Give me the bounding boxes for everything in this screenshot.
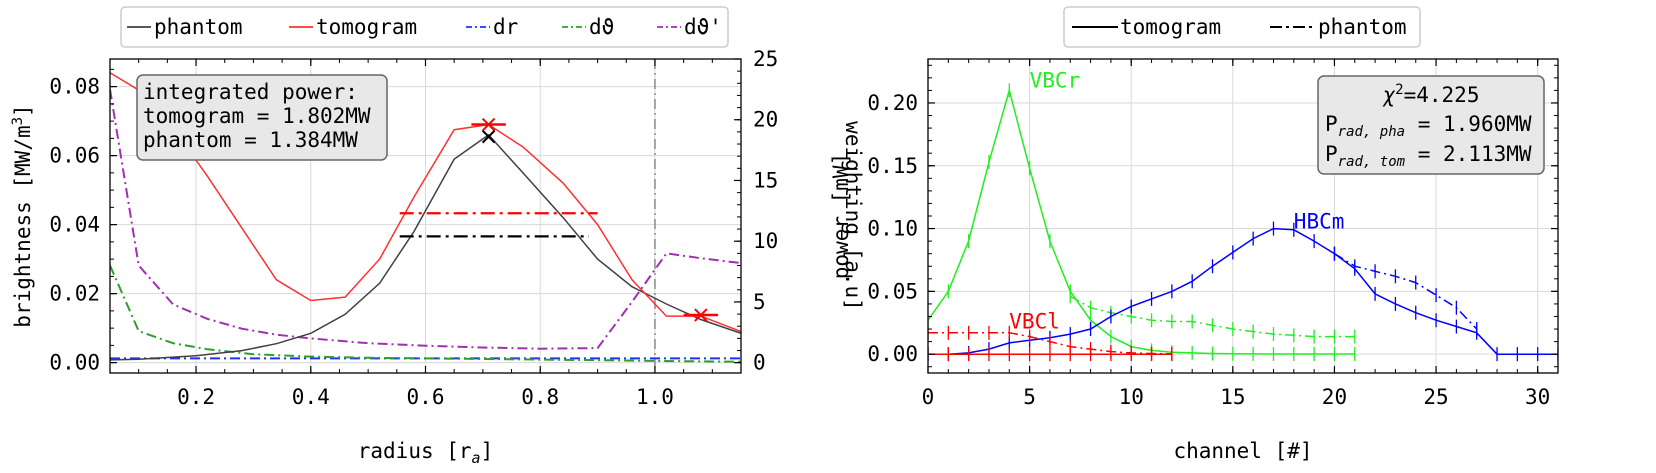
stats-box-bg	[1317, 75, 1545, 175]
power-pha-symbol: P	[1325, 112, 1338, 136]
series-line-hbcm-tomogram	[928, 227, 1558, 355]
series-line-d	[110, 265, 741, 363]
left-legend-frame	[120, 6, 729, 48]
y-left-tick-label: 0.06	[49, 144, 100, 168]
integrated-power-line: phantom = 1.384MW	[143, 128, 358, 152]
x-tick-label: 25	[1423, 385, 1448, 409]
camera-label-vbcr: VBCr	[1030, 68, 1081, 92]
x-tick-label: 15	[1220, 385, 1245, 409]
left-legend: phantom tomogram dr dϑ dϑ'	[120, 6, 729, 48]
series-line-hbcm-phantom	[1334, 253, 1478, 330]
x-tick-label: 5	[1023, 385, 1036, 409]
y-left-tick-label: 0.04	[49, 213, 100, 237]
x-axis-label-main: radius [r	[358, 439, 472, 463]
y-left-tick-label: 0.00	[49, 351, 100, 375]
integrated-power-line: integrated power:	[143, 80, 358, 104]
x-tick-label: 30	[1525, 385, 1550, 409]
y-tick-label: 0.05	[867, 279, 918, 303]
y-left-axis-label: brightness [MW/m3]	[10, 104, 35, 327]
power-pha-text: Prad, pha = 1.960MW	[1325, 112, 1532, 140]
series-line-tomogram	[110, 72, 741, 333]
right-plot-area	[928, 83, 1558, 362]
peak-marker-1	[481, 129, 496, 144]
power-tom-value: = 2.113MW	[1405, 142, 1532, 166]
y-tick-label: 0.10	[867, 217, 918, 241]
power-tom-sub: rad, tom	[1338, 154, 1406, 170]
y-right-axis-label: weighting [a.u]	[841, 121, 865, 311]
x-axis-label: radius [ra]	[358, 439, 493, 467]
chi-square-text: χ2=4.225	[1383, 82, 1480, 107]
integrated-power-line: tomogram = 1.802MW	[143, 104, 371, 128]
y-left-tick-label: 0.08	[49, 75, 100, 99]
y-left-axis-label-sup: 3	[10, 117, 26, 125]
right-legend: tomogram phantom	[1063, 6, 1421, 48]
left-plot-area	[110, 59, 741, 373]
y-right-tick-label: 0	[753, 351, 766, 375]
x-tick-label: 0.2	[177, 385, 215, 409]
x-tick-label: 1.0	[636, 385, 674, 409]
legend-label-tomogram: tomogram	[1120, 15, 1221, 39]
y-right-tick-label: 15	[753, 168, 778, 192]
legend-label-dthetaprime: dϑ'	[684, 15, 722, 39]
x-tick-label: 0.8	[521, 385, 559, 409]
series-line-dprime	[110, 89, 741, 350]
legend-label-phantom: phantom	[1318, 15, 1407, 39]
integrated-power-box: integrated power:tomogram = 1.802MWphant…	[136, 74, 388, 161]
x-axis-label-end: ]	[481, 439, 494, 463]
legend-label-dtheta: dϑ	[589, 15, 614, 39]
y-left-axis-label-end: ]	[11, 104, 35, 117]
y-right-tick-label: 25	[753, 47, 778, 71]
x-tick-label: 0	[922, 385, 935, 409]
y-right-tick-label: 10	[753, 229, 778, 253]
chi-symbol: χ	[1383, 83, 1396, 107]
power-pha-value: = 1.960MW	[1405, 112, 1532, 136]
y-tick-label: 0.15	[867, 154, 918, 178]
x-tick-label: 10	[1119, 385, 1144, 409]
camera-label-vbcl: VBCl	[1009, 309, 1060, 333]
x-axis-label: channel [#]	[1173, 439, 1312, 463]
chi-value: =4.225	[1404, 83, 1480, 107]
x-tick-label: 0.4	[292, 385, 330, 409]
camera-label-hbcm: HBCm	[1294, 210, 1345, 234]
legend-label-phantom: phantom	[154, 15, 243, 39]
y-tick-label: 0.20	[867, 91, 918, 115]
power-pha-sub: rad, pha	[1338, 124, 1405, 140]
x-tick-label: 20	[1322, 385, 1347, 409]
y-axis-label: power [mW]	[829, 153, 853, 279]
right-legend-frame	[1063, 6, 1421, 48]
power-tom-symbol: P	[1325, 142, 1338, 166]
peak-marker-2	[694, 308, 708, 322]
power-tom-text: Prad, tom = 2.113MW	[1325, 142, 1532, 170]
y-tick-label: 0.00	[867, 342, 918, 366]
y-right-tick-label: 5	[753, 290, 766, 314]
y-left-tick-label: 0.02	[49, 282, 100, 306]
legend-label-dr: dr	[493, 15, 518, 39]
x-axis-label-sub: a	[472, 449, 481, 467]
peak-marker-0	[481, 117, 496, 132]
chi-sup: 2	[1395, 82, 1403, 98]
legend-label-tomogram: tomogram	[316, 15, 417, 39]
y-left-axis-label-main: brightness [MW/m	[11, 125, 35, 327]
series-line-phantom	[110, 133, 741, 361]
right-chart: 0 5 10 15 20 25 30 0.00 0.05 0.10 0.15 0.20 channel …	[829, 6, 1559, 463]
integrated-power-box-bg	[136, 74, 388, 161]
y-right-tick-label: 20	[753, 108, 778, 132]
x-tick-label: 0.6	[407, 385, 445, 409]
left-chart: 0.2 0.4 0.6 0.8 1.0 0.00 0.02 0.04 0.06 0.08 0 5 10 1…	[10, 6, 865, 467]
series-line-vbcr-tomogram	[928, 87, 1355, 355]
